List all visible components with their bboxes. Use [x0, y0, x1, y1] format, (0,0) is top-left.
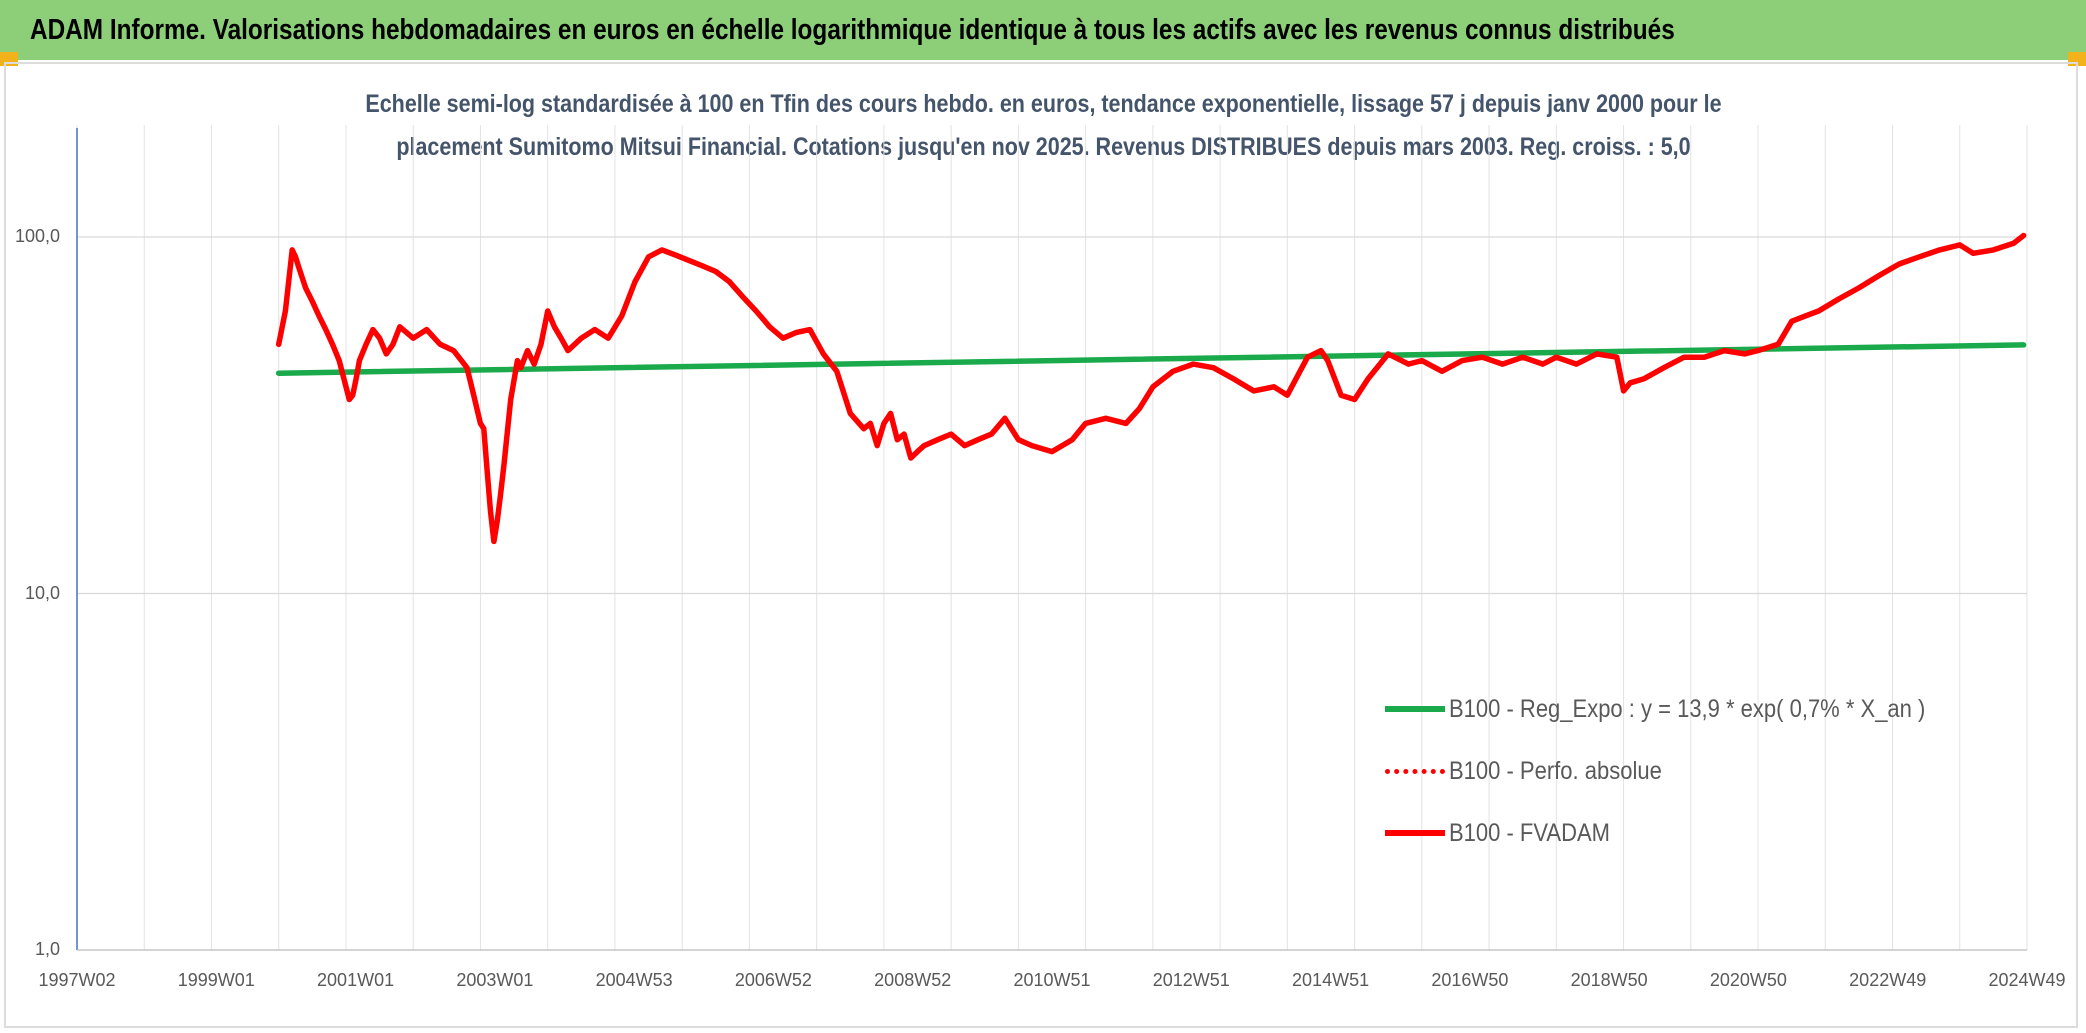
x-tick-label: 2022W49 — [1849, 970, 1927, 990]
x-tick-label: 2008W52 — [874, 970, 952, 990]
legend-swatch-reg-expo — [1385, 706, 1445, 712]
x-tick-label: 2003W01 — [456, 970, 534, 990]
report-banner: ADAM Informe. Valorisations hebdomadaire… — [0, 0, 2086, 60]
x-tick-label: 2016W50 — [1431, 970, 1509, 990]
x-tick-label: 2001W01 — [317, 970, 395, 990]
legend-swatch-fvadam — [1385, 830, 1445, 836]
legend-label-perfo-absolue: B100 - Perfo. absolue — [1449, 756, 1662, 785]
x-tick-label: 2014W51 — [1292, 970, 1370, 990]
x-tick-label: 2020W50 — [1709, 970, 1787, 990]
legend-item-reg-expo: B100 - Reg_Expo : y = 13,9 * exp( 0,7% *… — [1385, 694, 1990, 724]
y-tick-label: 1,0 — [34, 939, 60, 959]
legend-item-perfo-absolue: B100 - Perfo. absolue — [1385, 756, 1691, 786]
chart-title-line-2-text: placement Sumitomo Mitsui Financial. Cot… — [395, 133, 1691, 161]
legend-label-reg-expo: B100 - Reg_Expo : y = 13,9 * exp( 0,7% *… — [1449, 694, 1926, 723]
chart-area — [4, 62, 2078, 1028]
x-tick-label: 2004W53 — [595, 970, 673, 990]
legend-item-fvadam: B100 - FVADAM — [1385, 818, 1632, 848]
x-tick-label: 2010W51 — [1013, 970, 1091, 990]
report-banner-title: ADAM Informe. Valorisations hebdomadaire… — [30, 13, 1675, 46]
x-tick-label: 2006W52 — [734, 970, 812, 990]
series-line-2 — [275, 232, 2027, 545]
x-tick-label: 2018W50 — [1570, 970, 1648, 990]
x-tick-label: 2012W51 — [1152, 970, 1230, 990]
y-tick-label: 10,0 — [24, 582, 60, 603]
x-tick-label: 1999W01 — [177, 970, 255, 990]
legend-label-fvadam: B100 - FVADAM — [1449, 818, 1610, 847]
x-tick-label: 2024W49 — [1988, 970, 2066, 990]
x-tick-label: 1997W02 — [38, 970, 116, 990]
y-tick-label: 100,0 — [14, 226, 60, 246]
chart-title-line-1-text: Echelle semi-log standardisée à 100 en T… — [364, 90, 1722, 118]
chart-title-line-1: Echelle semi-log standardisée à 100 en T… — [0, 90, 2086, 119]
chart-title-line-2: placement Sumitomo Mitsui Financial. Cot… — [0, 133, 2086, 162]
legend-swatch-perfo-absolue — [1385, 768, 1445, 774]
